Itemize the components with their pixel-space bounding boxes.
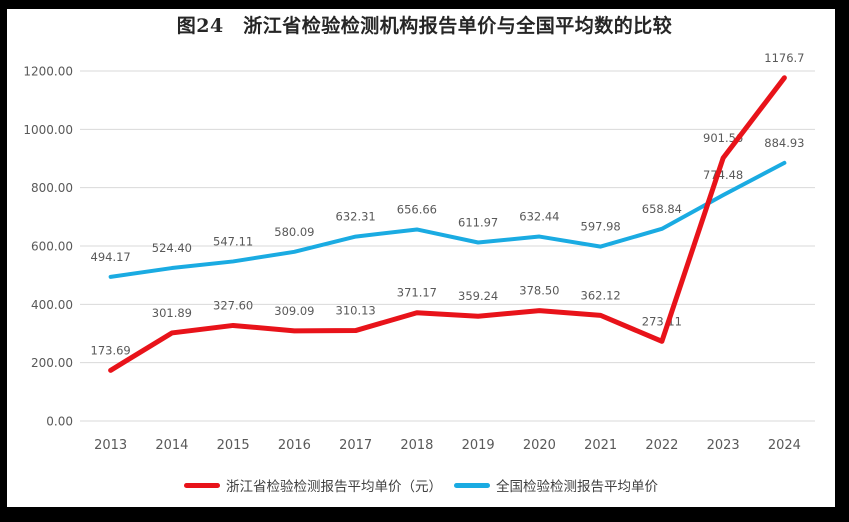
- x-axis-label: 2017: [339, 438, 372, 453]
- y-axis-tick-label: 200.00: [31, 356, 73, 370]
- data-label-series-0: 327.60: [213, 298, 253, 312]
- data-label-series-0: 273.11: [642, 314, 682, 328]
- data-label-series-1: 580.09: [274, 225, 314, 239]
- legend-item-national: 全国检验检测报告平均单价: [454, 475, 658, 495]
- data-label-series-1: 774.48: [703, 168, 743, 182]
- x-axis-label: 2018: [400, 438, 433, 453]
- legend-label-zhejiang: 浙江省检验检测报告平均单价（元）: [226, 479, 442, 495]
- data-label-series-1: 524.40: [152, 241, 192, 255]
- x-axis-label: 2013: [94, 438, 127, 453]
- y-axis-tick-label: 0.00: [46, 415, 73, 429]
- data-label-series-1: 494.17: [91, 250, 131, 264]
- legend-swatch-zhejiang: [184, 482, 220, 488]
- data-label-series-1: 884.93: [764, 136, 804, 150]
- x-axis-label: 2022: [645, 438, 678, 453]
- data-label-series-1: 656.66: [397, 202, 437, 216]
- x-axis-label: 2021: [584, 438, 617, 453]
- series-national-line: [108, 160, 787, 279]
- chart-legend: 浙江省检验检测报告平均单价（元） 全国检验检测报告平均单价: [7, 475, 835, 495]
- x-axis-label: 2020: [523, 438, 556, 453]
- data-label-series-1: 632.44: [519, 210, 559, 224]
- legend-label-national: 全国检验检测报告平均单价: [496, 479, 658, 495]
- y-axis-tick-label: 1000.00: [23, 123, 73, 137]
- x-axis-label: 2019: [462, 438, 495, 453]
- data-label-series-1: 611.97: [458, 216, 498, 230]
- x-axis-label: 2015: [217, 438, 250, 453]
- data-label-series-0: 301.89: [152, 306, 192, 320]
- data-label-series-0: 1176.7: [764, 51, 804, 65]
- x-axis-label: 2024: [768, 438, 801, 453]
- data-label-series-0: 173.69: [91, 343, 131, 357]
- series-zhejiang-line: [108, 75, 787, 373]
- x-axis-label: 2014: [155, 438, 188, 453]
- data-label-series-0: 362.12: [581, 288, 621, 302]
- data-label-series-1: 658.84: [642, 202, 682, 216]
- legend-swatch-national: [454, 482, 490, 488]
- data-label-series-0: 310.13: [336, 304, 376, 318]
- data-label-series-0: 378.50: [519, 284, 559, 298]
- chart-title: 图24 浙江省检验检测机构报告单价与全国平均数的比较: [176, 15, 673, 37]
- data-label-series-0: 309.09: [274, 304, 314, 318]
- x-axis-label: 2016: [278, 438, 311, 453]
- data-label-series-1: 547.11: [213, 234, 253, 248]
- chart-canvas: [7, 9, 835, 507]
- legend-item-zhejiang: 浙江省检验检测报告平均单价（元）: [184, 475, 442, 495]
- y-axis-tick-label: 400.00: [31, 298, 73, 312]
- data-label-series-0: 359.24: [458, 289, 498, 303]
- data-label-series-0: 371.17: [397, 286, 437, 300]
- y-axis-tick-label: 600.00: [31, 240, 73, 254]
- data-label-series-1: 597.98: [581, 220, 621, 234]
- data-label-series-1: 632.31: [336, 210, 376, 224]
- y-axis-tick-label: 800.00: [31, 181, 73, 195]
- y-axis-tick-label: 1200.00: [23, 65, 73, 79]
- x-axis-label: 2023: [707, 438, 740, 453]
